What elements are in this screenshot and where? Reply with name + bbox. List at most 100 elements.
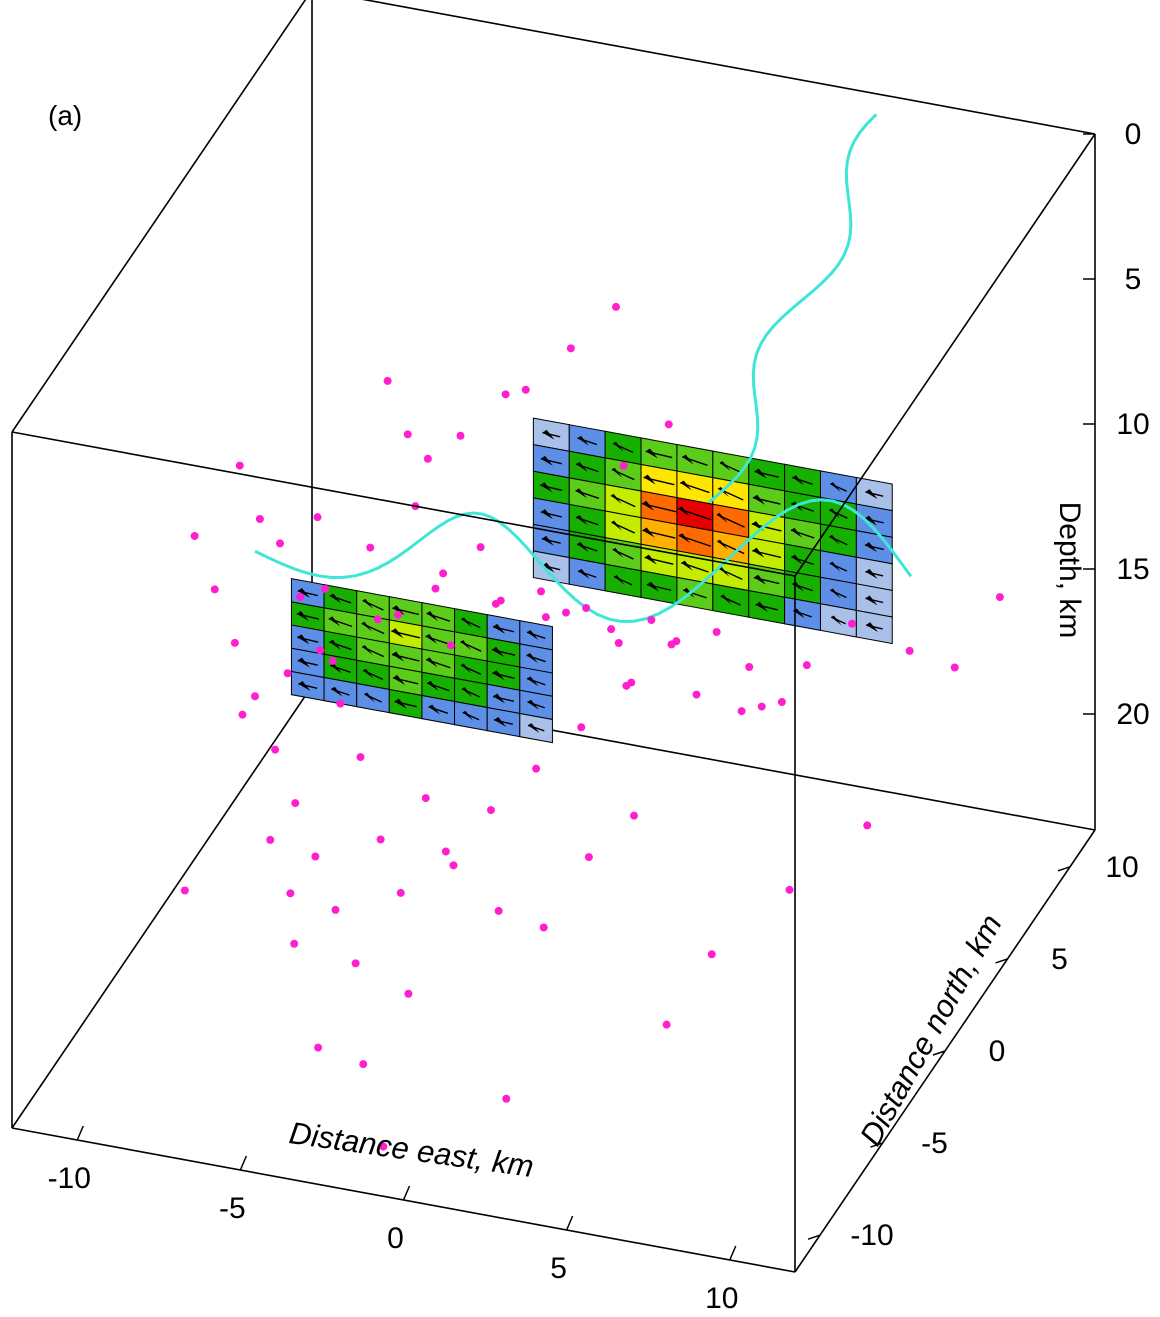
box-edge <box>11 0 307 433</box>
seismicity-point <box>328 656 337 665</box>
seismicity-point <box>905 646 914 655</box>
seismicity-point <box>582 604 591 612</box>
seismicity-point <box>950 663 959 672</box>
seismicity-point <box>541 613 550 622</box>
y-tick-label: 0 <box>989 1035 1006 1068</box>
slip-vector-head <box>829 508 841 519</box>
box-edge <box>11 431 796 577</box>
x-tick-label: 0 <box>387 1222 404 1255</box>
slip-vector-head <box>791 554 803 565</box>
seismicity-point <box>271 745 280 754</box>
z-tick-label: 5 <box>1125 263 1142 296</box>
z-tick-label: 20 <box>1116 698 1149 731</box>
seismicity-point <box>366 543 375 552</box>
slip-vector-head <box>753 574 767 585</box>
seismicity-point <box>291 799 300 808</box>
slip-vector-head <box>460 663 472 674</box>
slip-vector-head <box>829 534 841 545</box>
seismicity-point <box>712 628 721 636</box>
slip-vector-head <box>755 601 768 612</box>
seismicity-point <box>612 302 620 311</box>
x-tick <box>729 1245 737 1261</box>
slip-vector-head <box>394 698 407 709</box>
seismicity-point <box>331 905 340 914</box>
seismicity-point <box>376 835 385 844</box>
seismicity-point <box>210 585 219 594</box>
seismicity-point <box>630 811 638 820</box>
z-tick-label: 15 <box>1116 553 1149 586</box>
slip-vector-head <box>680 480 692 491</box>
seismicity-point <box>190 532 199 540</box>
panel-label: (a) <box>48 100 82 131</box>
slip-vector-head <box>491 646 505 657</box>
box-front-edges <box>11 133 1096 1273</box>
slip-vector-head <box>428 704 441 715</box>
z-tick-label: 10 <box>1116 408 1149 441</box>
slip-vector-head <box>296 610 309 621</box>
box-edge <box>11 685 313 1129</box>
slip-vector-head <box>829 561 841 572</box>
z-axis-label: Depth, km <box>1053 502 1086 639</box>
seismicity-point <box>180 886 189 895</box>
slip-vector-head <box>577 541 589 552</box>
seismicity-point <box>311 852 320 861</box>
slip-vector-head <box>364 692 376 703</box>
axis-ticks: -10 -5 0 5 10 -10 -5 0 5 10 0 5 10 15 20 <box>48 118 1150 1315</box>
slip-vector-head <box>576 515 588 526</box>
rupture-line <box>708 113 878 504</box>
slip-vector-head <box>611 467 623 478</box>
slip-vector-head <box>576 461 588 472</box>
slip-vector-head <box>614 575 625 586</box>
fault-slip-patches <box>290 417 893 744</box>
rupture-line <box>254 498 913 623</box>
surface-rupture-trace <box>254 113 913 623</box>
slip-vector-head <box>527 699 539 710</box>
slip-vector-head <box>641 500 655 511</box>
seismicity-point <box>403 430 412 439</box>
slip-vector-head <box>611 493 622 504</box>
slip-vector-head <box>363 668 374 679</box>
slip-vector-head <box>754 468 767 479</box>
slip-vector-head <box>865 568 878 579</box>
slip-vector-head <box>830 482 841 493</box>
seismicity-point <box>235 461 244 470</box>
slip-vector-head <box>720 594 732 605</box>
seismicity-point <box>373 615 382 624</box>
seismicity-point <box>577 723 586 732</box>
seismicity-point <box>737 707 746 716</box>
seismicity-point <box>664 420 673 429</box>
seismicity-point <box>476 543 485 552</box>
seismicity-point <box>802 661 811 670</box>
seismicity-point <box>421 794 430 803</box>
x-tick-label: 5 <box>550 1252 567 1285</box>
y-tick-label: 10 <box>1105 851 1138 884</box>
seismicity-point <box>404 989 413 998</box>
seismicity-point <box>785 885 794 894</box>
x-tick-label: -10 <box>48 1162 91 1195</box>
seismicity-point <box>356 753 365 762</box>
slip-vector-head <box>391 628 404 639</box>
y-axis-label: Distance north, km <box>853 908 1009 1151</box>
seismicity-point <box>607 625 616 634</box>
slip-vector-head <box>540 509 553 520</box>
seismicity-point <box>296 592 305 601</box>
x-tick <box>239 1155 248 1171</box>
slip-vector-head <box>493 693 506 704</box>
y-tick-label: -5 <box>921 1127 948 1160</box>
slip-vector-head <box>716 512 728 523</box>
seismicity-point <box>491 599 500 608</box>
slip-vector-head <box>526 676 539 687</box>
slip-vector-head <box>460 640 472 651</box>
seismicity-point <box>537 587 545 596</box>
slip-vector-head <box>790 527 803 538</box>
seismicity-point <box>502 1094 511 1103</box>
slip-vector-head <box>297 657 310 668</box>
seismicity-point <box>757 702 766 711</box>
x-tick <box>402 1185 411 1201</box>
seismicity-point <box>283 669 292 678</box>
slip-vector-head <box>678 533 691 544</box>
slip-vector-head <box>330 663 342 674</box>
seismicity-point <box>449 861 458 870</box>
slip-vector-head <box>391 651 405 662</box>
